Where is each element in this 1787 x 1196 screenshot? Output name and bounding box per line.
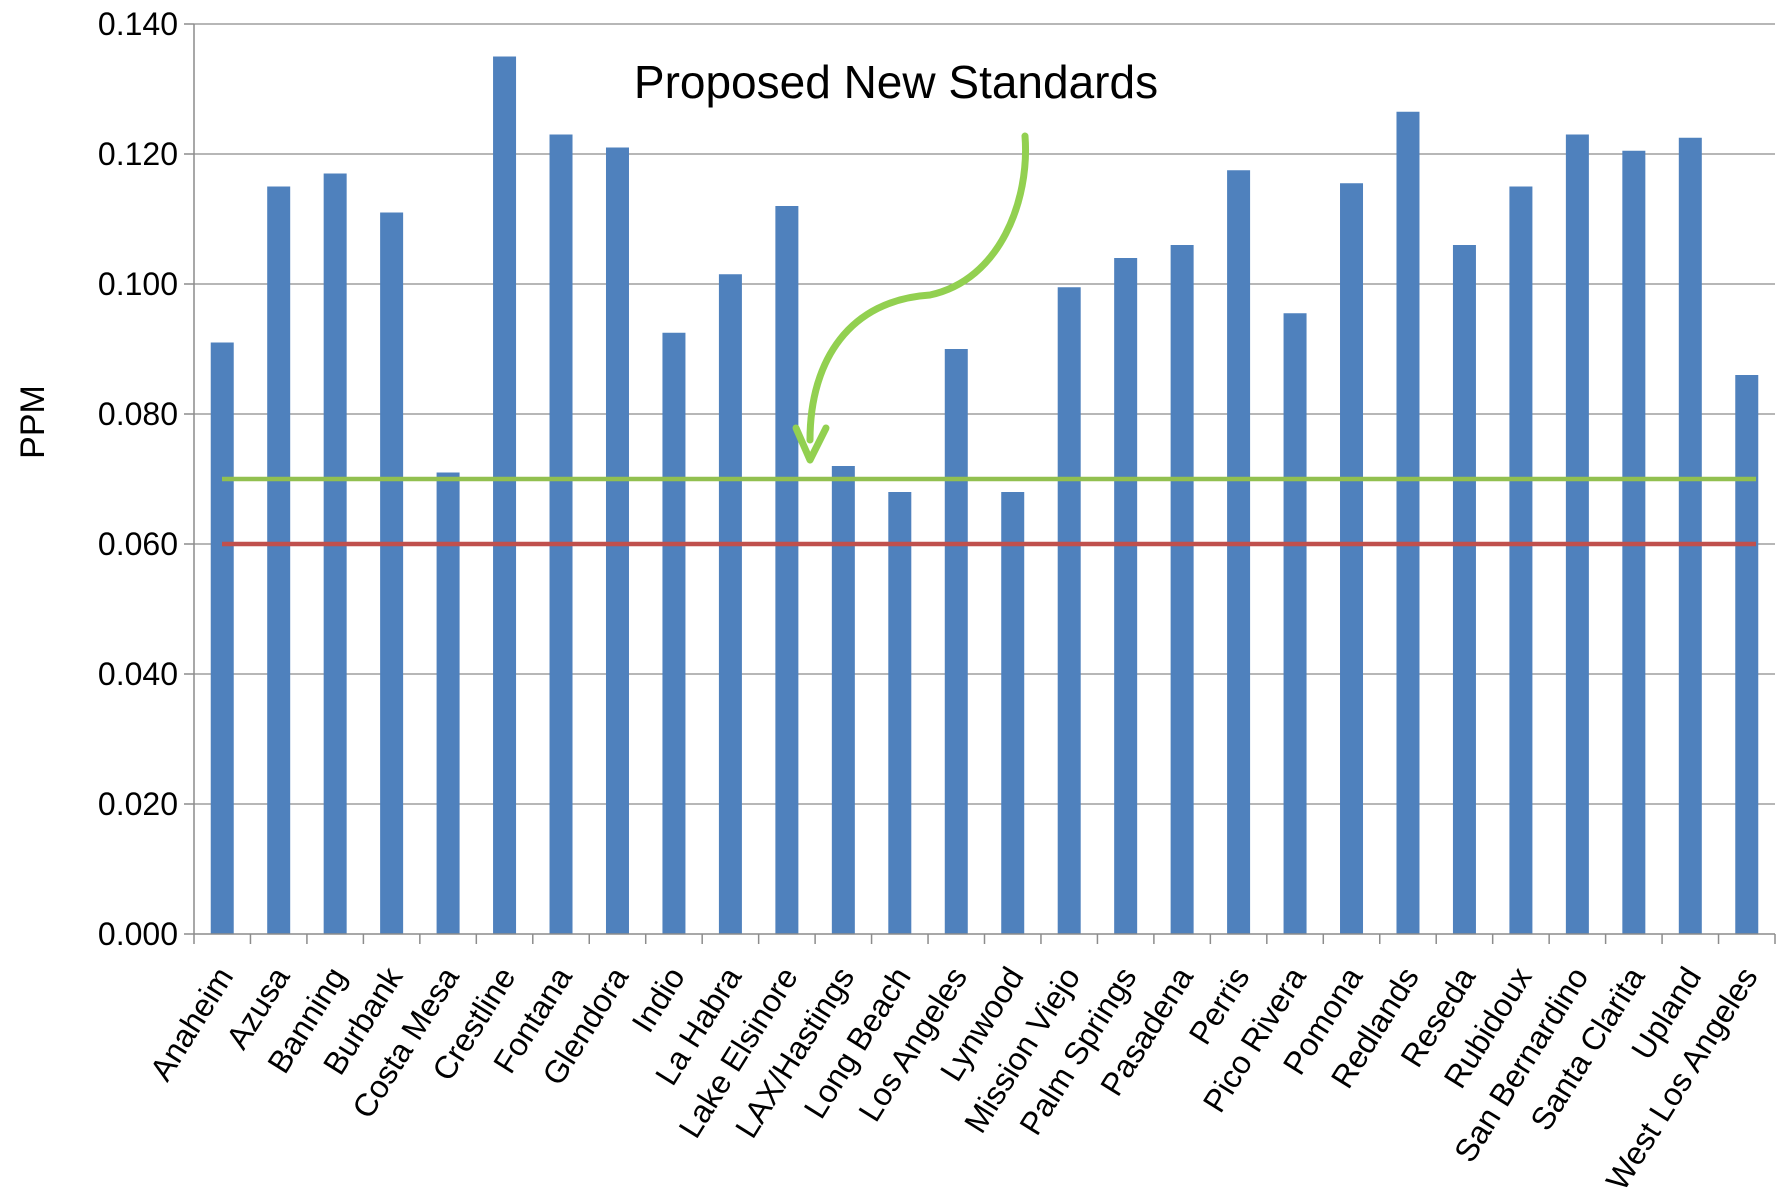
bar (1678, 137, 1702, 934)
bar (718, 274, 742, 934)
bar (1396, 111, 1420, 934)
gridlines (194, 23, 1775, 805)
y-tick-label: 0.020 (98, 786, 178, 822)
bar (1452, 245, 1476, 934)
bar (831, 466, 855, 934)
y-axis-title: PPM (14, 385, 52, 459)
bar (944, 349, 968, 934)
bar (775, 206, 799, 934)
y-tick-label: 0.080 (98, 396, 178, 432)
bar (1283, 313, 1307, 934)
bars (210, 56, 1759, 934)
bar (1340, 183, 1364, 934)
y-tick-label: 0.120 (98, 136, 178, 172)
bar (1001, 492, 1025, 934)
annotation-arrowhead (792, 424, 830, 464)
bar (549, 134, 573, 934)
bar (323, 173, 347, 934)
bar (267, 186, 291, 934)
bar (1509, 186, 1533, 934)
y-tick-label: 0.040 (98, 656, 178, 692)
bar (1735, 375, 1759, 934)
bar (1227, 170, 1251, 934)
reference-lines (222, 476, 1756, 547)
annotation-group: Proposed New Standards (634, 56, 1158, 464)
y-tick-label: 0.000 (98, 916, 178, 952)
bar (1114, 258, 1138, 934)
bar (605, 147, 629, 934)
bar (662, 332, 686, 934)
bar (380, 212, 404, 934)
y-tick-label: 0.140 (98, 6, 178, 42)
annotation-text: Proposed New Standards (634, 56, 1158, 108)
bar (436, 472, 460, 934)
y-tick-label: 0.100 (98, 266, 178, 302)
bar (888, 492, 912, 934)
axes (184, 23, 1776, 944)
bar (210, 342, 234, 934)
bar (493, 56, 517, 934)
bar (1057, 287, 1081, 934)
bar (1565, 134, 1589, 934)
bar (1170, 245, 1194, 934)
annotation-arrow (806, 132, 1030, 444)
y-tick-label: 0.060 (98, 526, 178, 562)
